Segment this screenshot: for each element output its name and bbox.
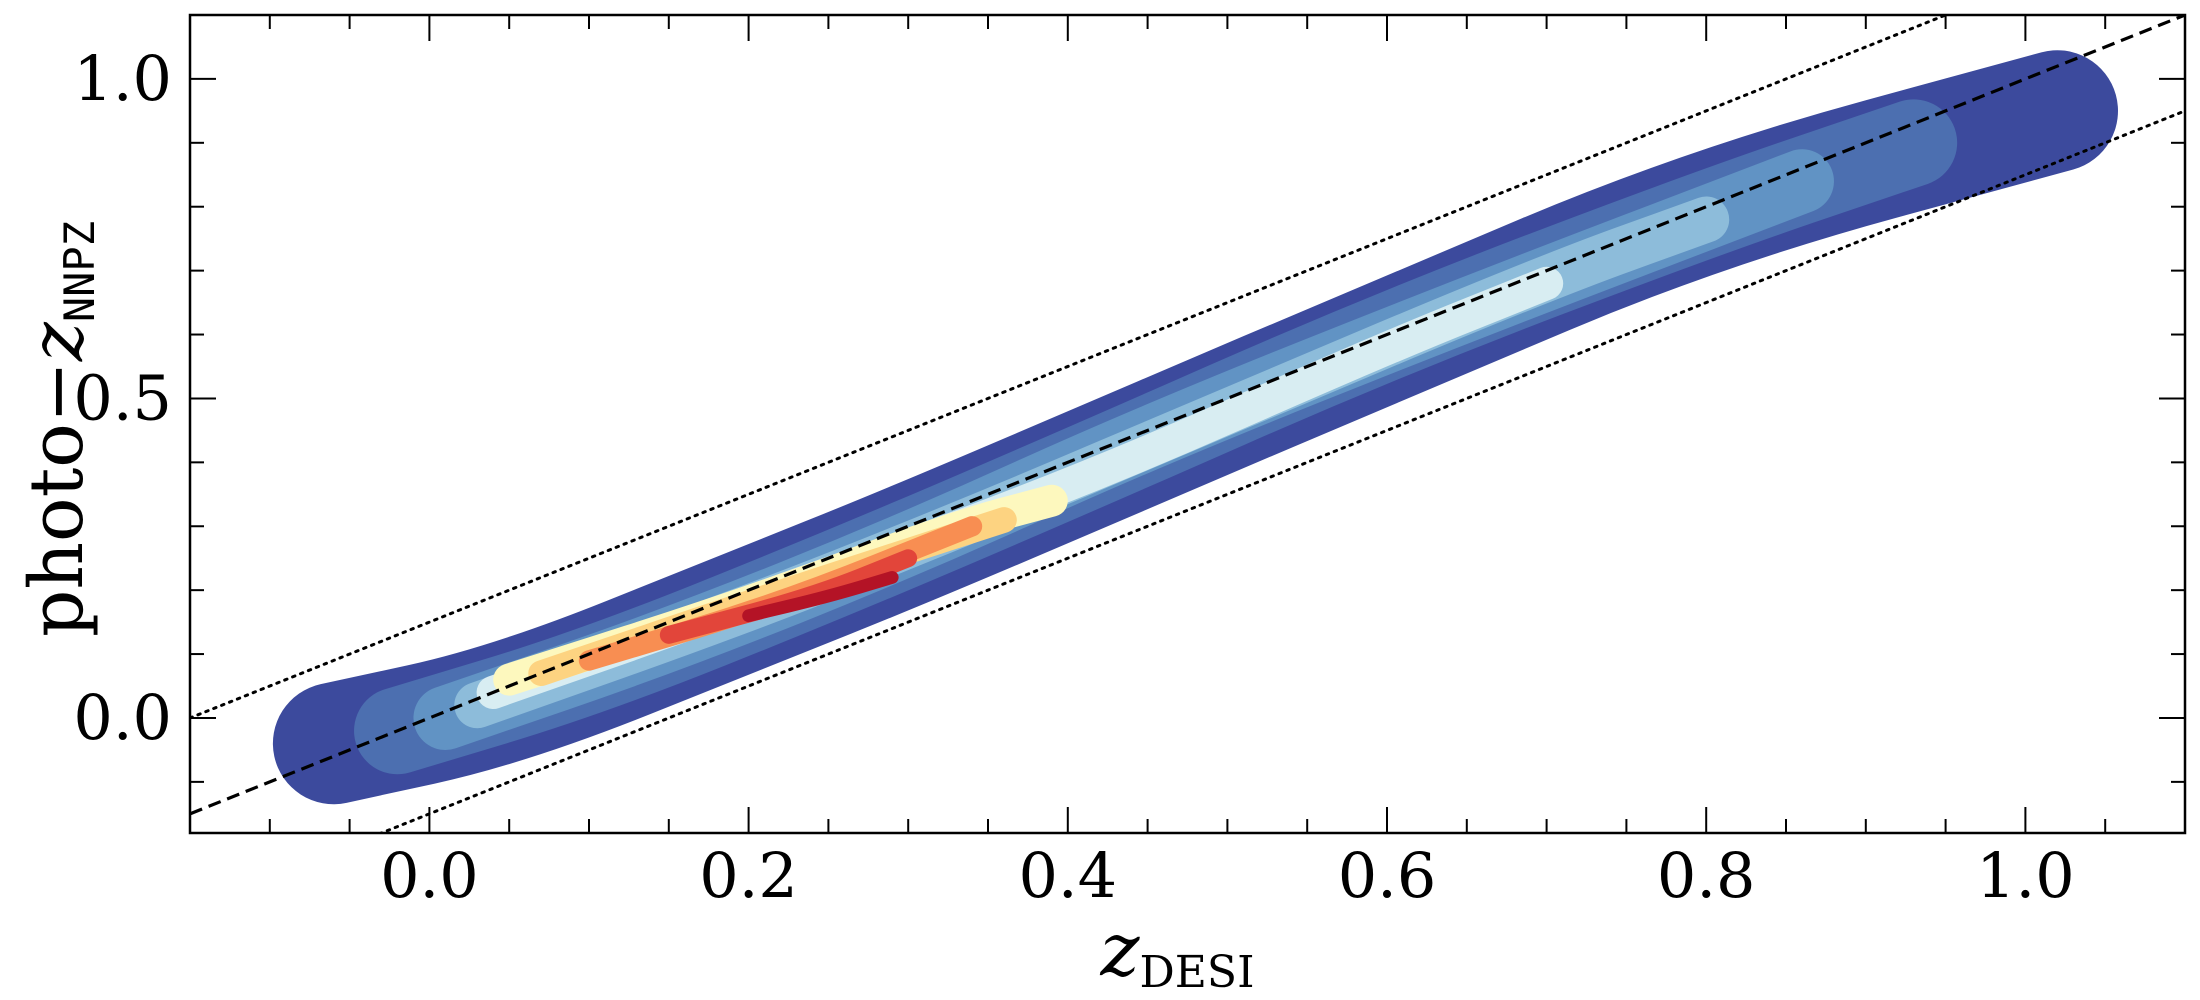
x-axis-label: zDESI: [1100, 907, 1255, 998]
x-tick-label: 0.2: [699, 839, 798, 912]
x-tick-label: 0.8: [1657, 839, 1756, 912]
y-tick-label: 0.5: [73, 361, 172, 434]
upper-bound-line: [190, 15, 1950, 720]
density-contours: [272, 50, 2118, 805]
y-tick-label: 1.0: [73, 42, 172, 115]
plot-frame: [188, 13, 2187, 835]
y-axis-label-main: z: [14, 321, 100, 362]
one-to-one-line: [190, 15, 2185, 816]
x-tick-label: 0.0: [380, 839, 479, 912]
x-tick-label: 1.0: [1976, 839, 2075, 912]
y-tick-label: 0.0: [73, 681, 172, 754]
y-axis-label-sub: NNPZ: [55, 221, 104, 322]
x-axis-label-main: z: [1100, 907, 1141, 993]
axis-ticks: [189, 14, 2186, 833]
lower-bound-line: [377, 109, 2185, 833]
x-tick-label: 0.6: [1338, 839, 1437, 912]
reference-lines: [190, 15, 2185, 833]
y-axis-label-prefix: photo−: [14, 361, 100, 637]
x-tick-label: 0.4: [1018, 839, 1117, 912]
y-axis-label: photo−zNNPZ: [14, 221, 104, 637]
tick-labels: 0.0 0.2 0.4 0.6 0.8 1.0 0.0 0.5 1.0: [73, 42, 2074, 912]
x-axis-label-sub: DESI: [1140, 947, 1255, 998]
density-level-10: [742, 571, 899, 623]
